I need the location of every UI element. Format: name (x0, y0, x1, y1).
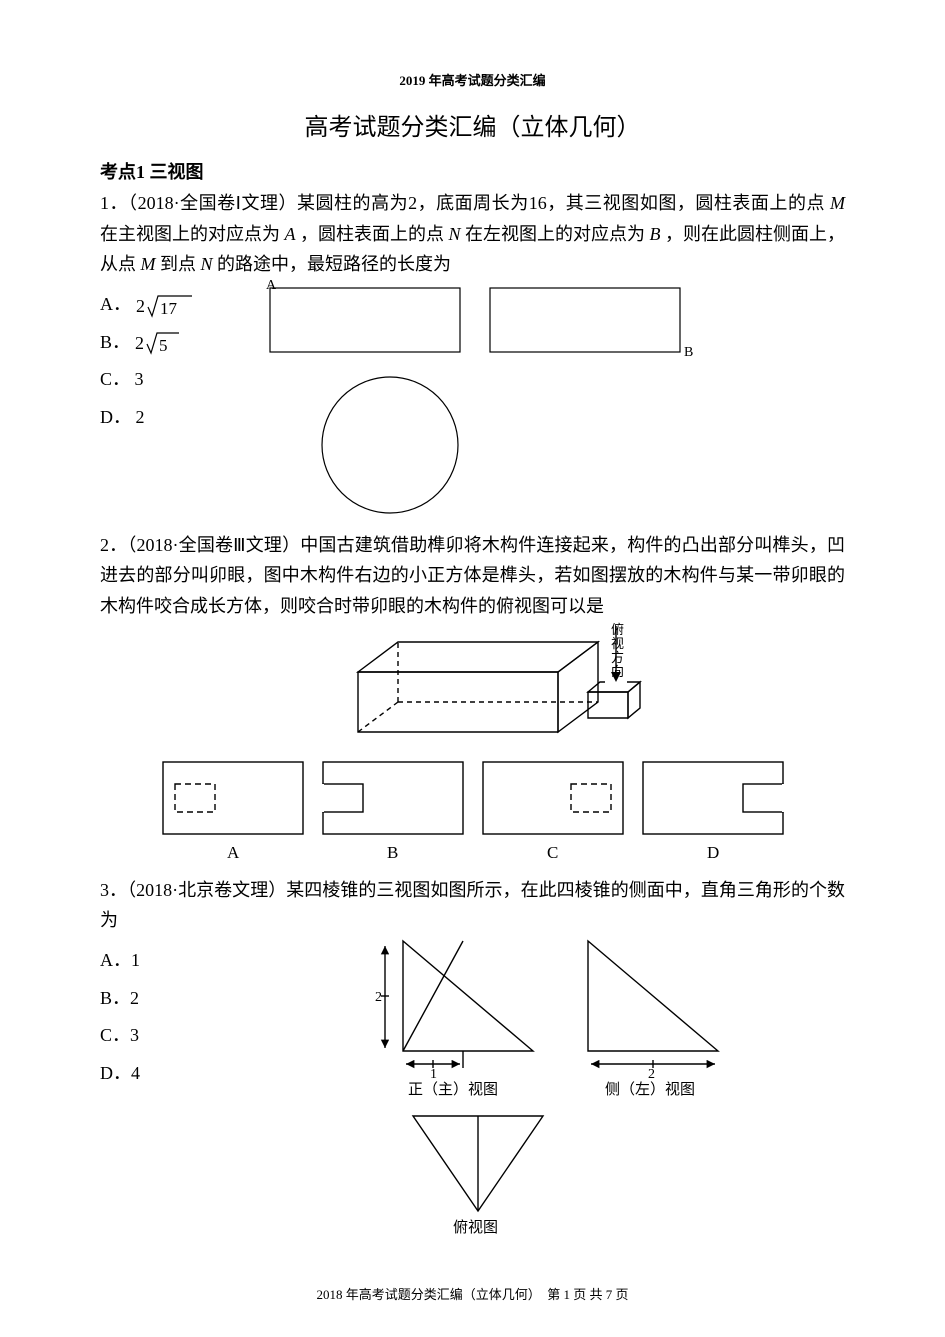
q1-t1: 在主视图上的对应点为 (100, 224, 285, 244)
q3-optD-val: 4 (131, 1063, 140, 1083)
q1-optC-val: 3 (135, 369, 144, 389)
q3-figure: 2 1 正（主）视图 2 侧（左）视图 俯视图 (250, 936, 845, 1241)
q1-optA: A． 2 17 (100, 286, 260, 324)
q2-Clabel: C (547, 843, 558, 862)
q2-Blabel: B (387, 843, 398, 862)
q2-label: 2． (100, 535, 127, 555)
q1-layout: A． 2 17 B． 2 5 C． 3 D． (100, 280, 845, 530)
q2-viewdir2: 视 (611, 636, 624, 651)
svg-text:5: 5 (159, 336, 168, 355)
sqrt5-icon: 2 5 (135, 329, 187, 357)
q1-t2: ，圆柱表面上的点 (296, 224, 449, 244)
q2-body: （2018·全国卷Ⅲ文理）中国古建筑借助榫卯将木构件连接起来，构件的凸出部分叫榫… (100, 535, 845, 616)
q1-optC: C． 3 (100, 361, 260, 399)
q3-optB-val: 2 (130, 988, 139, 1008)
q3-front-label: 正（主）视图 (408, 1081, 498, 1098)
q3-svg: 2 1 正（主）视图 2 侧（左）视图 俯视图 (333, 936, 763, 1236)
q1-M2: M (141, 254, 156, 274)
q2-text: 2．（2018·全国卷Ⅲ文理）中国古建筑借助榫卯将木构件连接起来，构件的凸出部分… (100, 530, 845, 622)
q1-svg: A B (260, 280, 720, 525)
q3-side-label: 侧（左）视图 (605, 1081, 695, 1098)
q2-Dlabel: D (707, 843, 719, 862)
q1-figure: A B (260, 280, 845, 530)
q3-body: （2018·北京卷文理）某四棱锥的三视图如图所示，在此四棱锥的侧面中，直角三角形… (100, 880, 845, 931)
q3-front-1: 1 (430, 1067, 437, 1082)
q1-A-label: A (266, 280, 277, 293)
q3-optC-val: 3 (130, 1025, 139, 1045)
q2-Alabel: A (227, 843, 240, 862)
q1-t3: 在左视图上的对应点为 (461, 224, 650, 244)
q2-viewdir3: 方 (611, 650, 624, 665)
q1-label: 1． (100, 193, 128, 213)
q1-N2: N (201, 254, 213, 274)
q1-t0: （2018·全国卷Ⅰ文理）某圆柱的高为2，底面周长为16，其三视图如图，圆柱表面… (128, 193, 830, 213)
q3-optA-val: 1 (131, 950, 140, 970)
q1-t5: 到点 (156, 254, 201, 274)
q1-t6: 的路途中，最短路径的长度为 (213, 254, 452, 274)
svg-text:17: 17 (160, 299, 178, 318)
q1-options: A． 2 17 B． 2 5 C． 3 D． (100, 286, 260, 437)
q1-optB-label: B． (100, 332, 130, 352)
q1-optD-label: D． (100, 407, 131, 427)
q3-side-2: 2 (648, 1067, 655, 1082)
q1-N: N (449, 224, 461, 244)
q1-optB: B． 2 5 (100, 324, 260, 362)
q2-viewdir1: 俯 (611, 622, 624, 637)
q2-viewdir4: 向 (611, 664, 624, 679)
q3-optC: C．3 (100, 1017, 250, 1055)
q1-B-label: B (684, 345, 693, 360)
q1-M: M (830, 193, 845, 213)
section-heading: 考点1 三视图 (100, 158, 845, 184)
q1-optC-label: C． (100, 369, 130, 389)
q3-top-label: 俯视图 (453, 1219, 498, 1236)
q3-optA: A．1 (100, 942, 250, 980)
q3-optB: B．2 (100, 980, 250, 1018)
q1-optD-val: 2 (136, 407, 145, 427)
page-header: 2019 年高考试题分类汇编 (100, 70, 845, 89)
q2-svg: 俯 视 方 向 (153, 622, 793, 870)
q3-layout: A．1 B．2 C．3 D．4 (100, 936, 845, 1241)
q3-optD-label: D． (100, 1063, 131, 1083)
q3-label: 3． (100, 880, 127, 900)
q1-text: 1．（2018·全国卷Ⅰ文理）某圆柱的高为2，底面周长为16，其三视图如图，圆柱… (100, 188, 845, 280)
page-footer: 2018 年高考试题分类汇编（立体几何） 第 1 页 共 7 页 (0, 1284, 945, 1303)
main-title: 高考试题分类汇编（立体几何） (100, 107, 845, 142)
q1-A: A (285, 224, 296, 244)
page: 2019 年高考试题分类汇编 高考试题分类汇编（立体几何） 考点1 三视图 1．… (0, 0, 945, 1337)
q3-optB-label: B． (100, 988, 130, 1008)
sqrt17-icon: 2 17 (136, 292, 194, 320)
svg-text:2: 2 (136, 296, 145, 316)
q3-text: 3．（2018·北京卷文理）某四棱锥的三视图如图所示，在此四棱锥的侧面中，直角三… (100, 875, 845, 936)
q3-optA-label: A． (100, 950, 131, 970)
q2-figure: 俯 视 方 向 (100, 622, 845, 875)
q3-optD: D．4 (100, 1055, 250, 1093)
svg-text:2: 2 (135, 333, 144, 353)
q3-options: A．1 B．2 C．3 D．4 (100, 942, 250, 1093)
q1-optD: D． 2 (100, 399, 260, 437)
q1-optA-label: A． (100, 294, 131, 314)
q3-front-2: 2 (375, 990, 382, 1005)
q3-optC-label: C． (100, 1025, 130, 1045)
q1-B: B (650, 224, 661, 244)
